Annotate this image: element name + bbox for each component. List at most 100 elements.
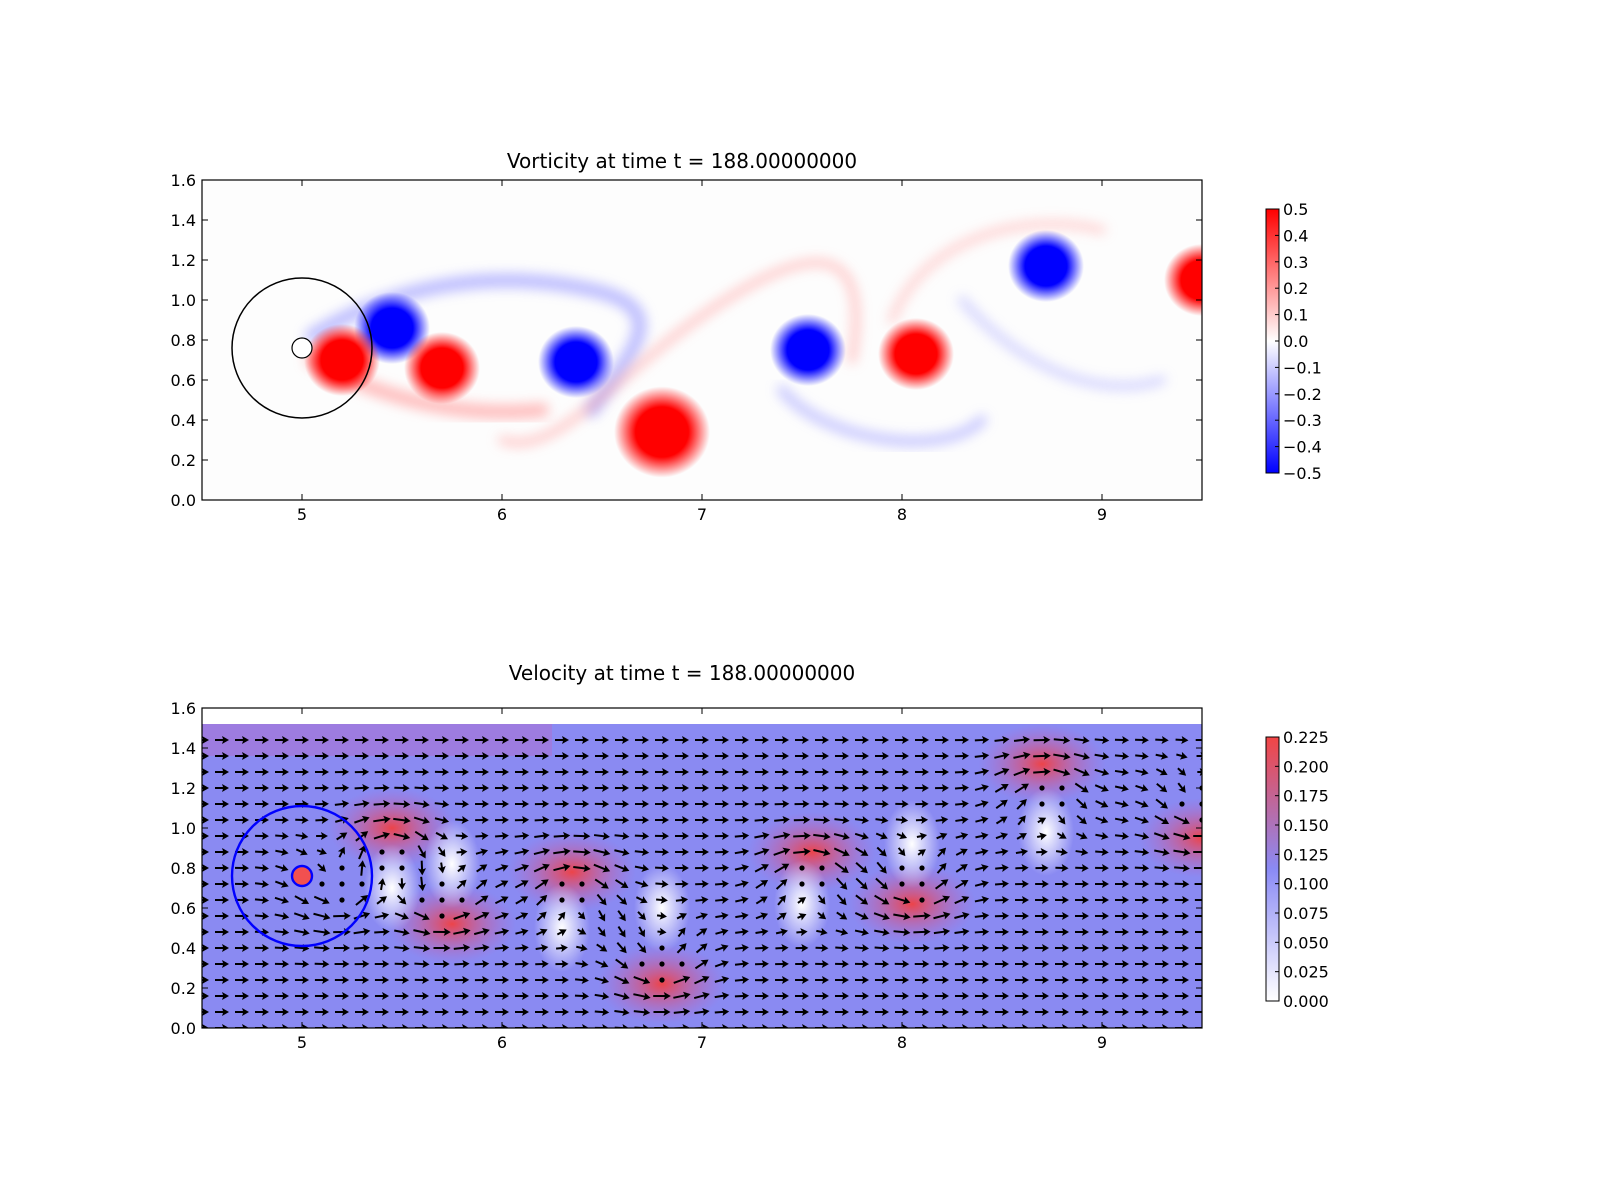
- quiver-arrow: [834, 800, 850, 809]
- quiver-arrow: [1114, 784, 1129, 792]
- y-tick-label: 0.2: [171, 451, 196, 470]
- quiver-arrow: [1037, 817, 1047, 825]
- quiver-arrow: [677, 927, 686, 938]
- quiver-arrow: [594, 878, 609, 889]
- quiver-arrow: [274, 1008, 290, 1016]
- cylinder: [291, 337, 313, 359]
- quiver-arrow: [815, 992, 829, 1000]
- quiver-arrow: [1174, 928, 1190, 936]
- quiver-arrow: [934, 1024, 950, 1028]
- quiver-arrow: [954, 895, 970, 905]
- quiver-arrow: [1074, 736, 1090, 745]
- quiver-arrow: [495, 880, 509, 889]
- quiver-arrow: [1135, 784, 1149, 792]
- quiver-arrow: [215, 784, 229, 792]
- quiver-arrow: [815, 975, 829, 984]
- quiver-arrow: [314, 1024, 330, 1028]
- quiver-arrow: [1175, 1008, 1189, 1016]
- quiver-arrow: [1134, 912, 1150, 920]
- quiver-arrow: [334, 816, 349, 824]
- quiver-arrow: [314, 976, 330, 985]
- quiver-arrow: [215, 752, 229, 760]
- quiver-arrow: [1075, 879, 1089, 888]
- quiver-dot: [679, 961, 685, 967]
- quiver-arrow: [754, 752, 770, 760]
- quiver-arrow: [934, 768, 949, 776]
- quiver-arrow: [714, 799, 730, 808]
- quiver-arrow: [974, 975, 990, 984]
- quiver-arrow: [474, 895, 489, 906]
- quiver-arrow: [575, 959, 589, 968]
- quiver-arrow: [695, 896, 709, 905]
- vorticity-field: [202, 180, 1202, 500]
- quiver-dot: [659, 961, 665, 967]
- quiver-arrow: [534, 879, 549, 890]
- quiver-arrow: [954, 784, 969, 792]
- quiver-arrow: [553, 863, 571, 872]
- quiver-arrow: [235, 1024, 249, 1028]
- quiver-arrow: [773, 847, 791, 856]
- quiver-arrow: [1055, 1024, 1069, 1028]
- shear-sheet: [777, 385, 987, 447]
- quiver-arrow: [215, 768, 229, 776]
- quiver-arrow: [954, 880, 969, 889]
- quiver-arrow: [594, 1008, 610, 1017]
- quiver-arrow: [1014, 976, 1030, 984]
- colorbar-tick-label: 0.025: [1283, 963, 1329, 982]
- quiver-arrow: [793, 815, 811, 824]
- quiver-arrow: [534, 783, 550, 792]
- quiver-arrow: [294, 976, 310, 985]
- quiver-arrow: [617, 925, 626, 938]
- quiver-arrow: [1095, 928, 1109, 936]
- quiver-arrow: [1033, 767, 1051, 776]
- quiver-arrow: [536, 911, 547, 922]
- quiver-arrow: [1155, 735, 1169, 744]
- y-tick-label: 0.6: [171, 371, 196, 390]
- quiver-dot: [559, 881, 565, 887]
- quiver-arrow: [254, 992, 270, 1000]
- quiver-arrow: [1175, 960, 1189, 968]
- quiver-dot: [439, 913, 445, 919]
- quiver-arrow: [974, 1024, 990, 1028]
- quiver-arrow: [535, 1008, 549, 1016]
- quiver-arrow: [954, 1024, 970, 1028]
- quiver-dot: [819, 881, 825, 887]
- quiver-arrow: [574, 752, 590, 760]
- quiver-arrow: [494, 991, 510, 1000]
- quiver-arrow: [255, 832, 269, 840]
- colorbar-tick-label: 0.125: [1283, 845, 1329, 864]
- quiver-arrow: [994, 735, 1010, 744]
- quiver-arrow: [935, 816, 949, 825]
- quiver-arrow: [1013, 735, 1030, 744]
- quiver-arrow: [1073, 767, 1090, 777]
- quiver-arrow: [202, 1024, 209, 1028]
- quiver-arrow: [854, 832, 869, 840]
- quiver-arrow: [1135, 1008, 1149, 1016]
- quiver-arrow: [533, 847, 551, 856]
- quiver-dot: [339, 881, 345, 887]
- y-tick-label: 0.4: [171, 939, 196, 958]
- quiver-arrow: [214, 944, 230, 952]
- quiver-arrow: [835, 877, 848, 890]
- quiver-arrow: [954, 1008, 970, 1016]
- quiver-arrow: [202, 960, 210, 968]
- quiver-arrow: [554, 1008, 570, 1016]
- quiver-arrow: [1155, 751, 1169, 760]
- quiver-arrow: [675, 752, 689, 760]
- quiver-arrow: [875, 877, 889, 890]
- quiver-arrow: [394, 768, 410, 777]
- y-tick-label: 1.6: [171, 171, 196, 190]
- quiver-arrow: [275, 752, 289, 760]
- quiver-arrow: [215, 848, 229, 856]
- quiver-arrow: [215, 1008, 229, 1016]
- quiver-arrow: [855, 894, 869, 905]
- quiver-arrow: [1053, 736, 1071, 745]
- quiver-arrow: [695, 943, 708, 954]
- quiver-arrow: [413, 928, 431, 937]
- quiver-arrow: [673, 975, 691, 984]
- quiver-arrow: [735, 896, 749, 904]
- quiver-arrow: [714, 976, 730, 984]
- quiver-arrow: [1035, 864, 1049, 873]
- quiver-arrow: [1094, 752, 1110, 761]
- quiver-arrow: [434, 768, 450, 777]
